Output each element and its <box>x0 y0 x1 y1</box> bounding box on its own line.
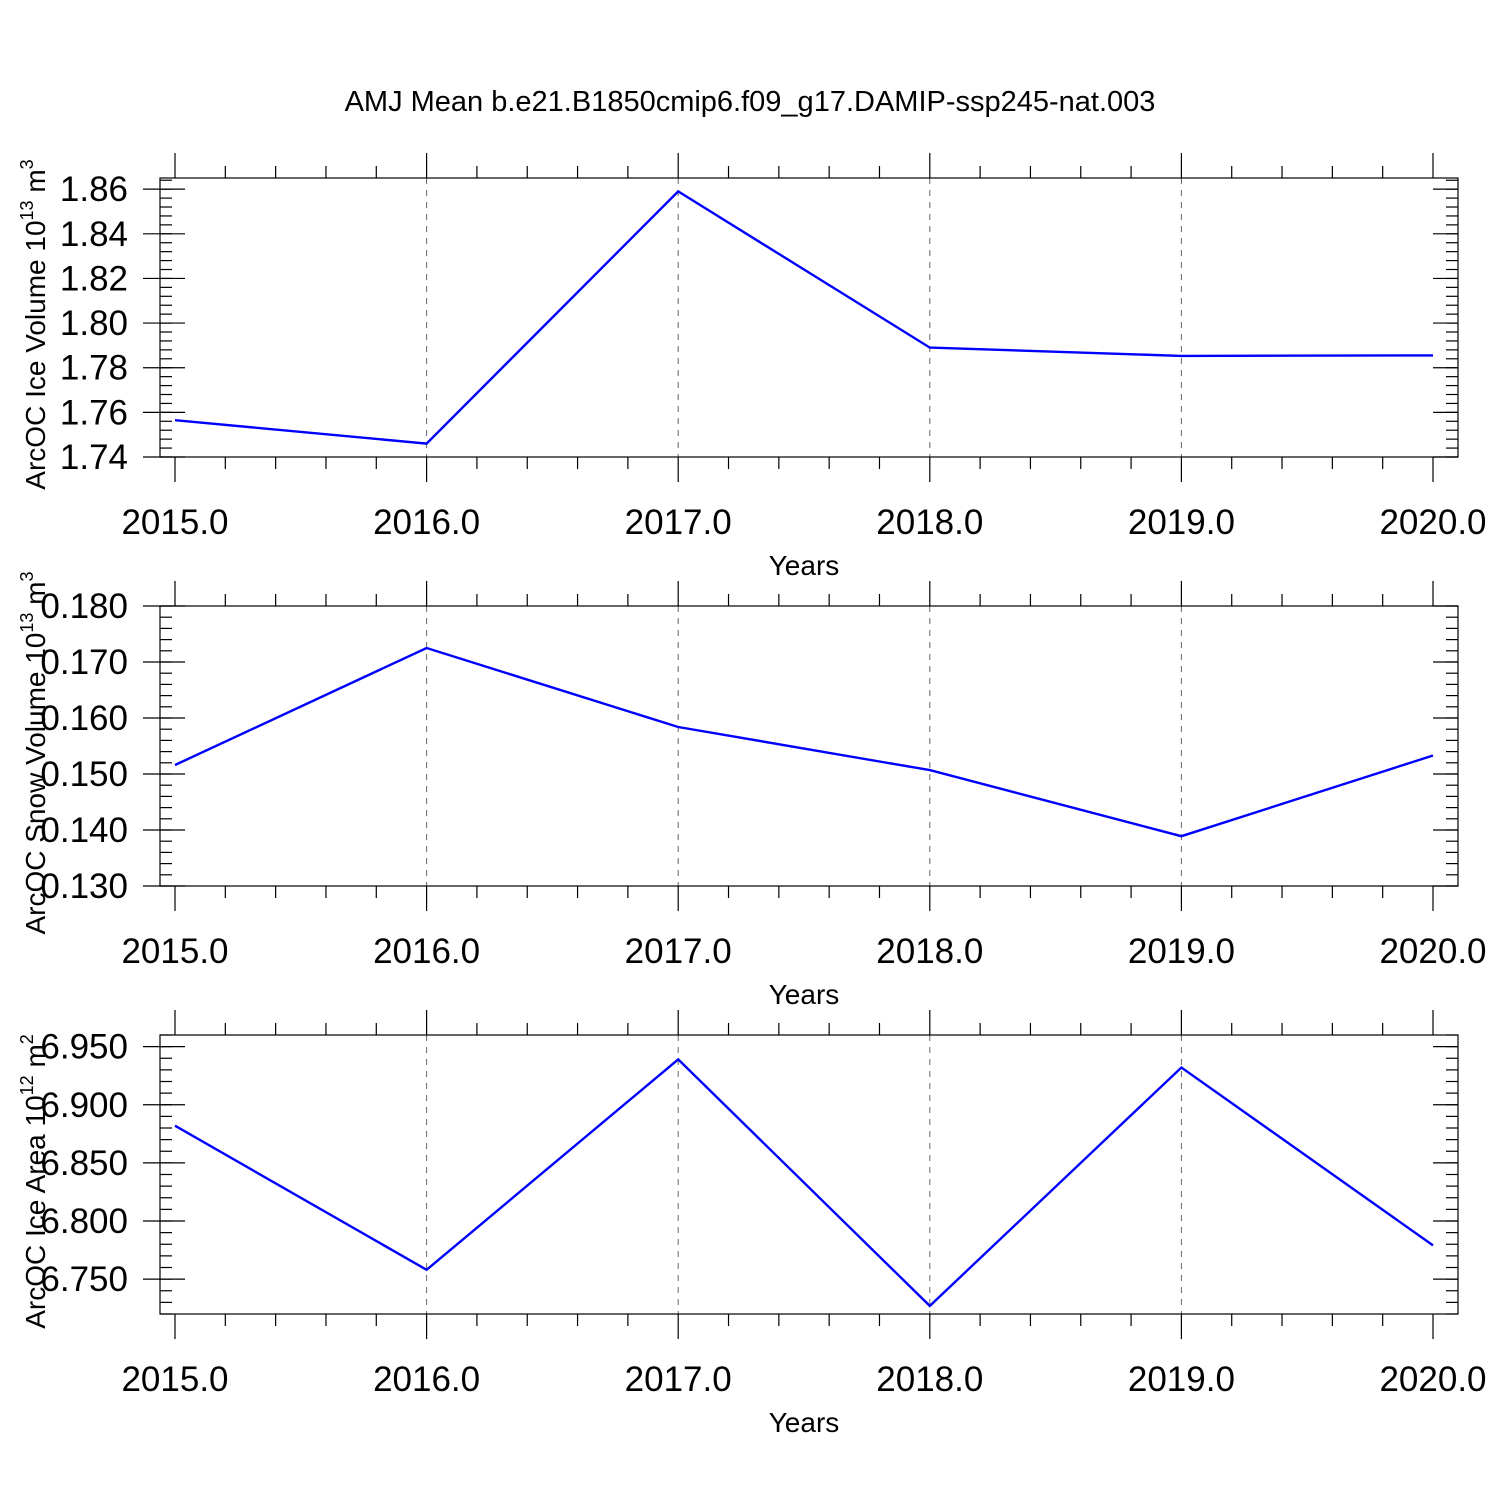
y-tick-label: 0.130 <box>40 867 128 906</box>
ice-volume-panel: 2015.0 2016.0 2017.0 2018.0 2019.0 2020.0 1.74… <box>17 153 1487 581</box>
x-tick-label: 2015.0 <box>121 932 228 971</box>
y-tick-label: 0.160 <box>40 699 128 738</box>
series-line <box>174 189 1434 445</box>
chart-title: AMJ Mean b.e21.B1850cmip6.f09_g17.DAMIP-… <box>345 86 1156 118</box>
x-tick-label: 2019.0 <box>1128 932 1235 971</box>
x-tick-label: 2016.0 <box>373 932 480 971</box>
x-tick-label: 2016.0 <box>373 503 480 542</box>
y-tick-label: 1.84 <box>60 215 128 254</box>
y-tick-label: 1.80 <box>60 304 128 343</box>
x-tick-label: 2020.0 <box>1379 1360 1486 1399</box>
y-tick-label: 0.180 <box>40 587 128 626</box>
y-tick-label: 6.800 <box>40 1202 128 1241</box>
y-axis-title: ArcOC Ice Area 1012 m2 <box>17 1034 51 1329</box>
x-axis-title: Years <box>769 979 840 1010</box>
x-tick-label: 2019.0 <box>1128 1360 1235 1399</box>
series-line <box>174 1057 1434 1308</box>
x-tick-label: 2018.0 <box>876 1360 983 1399</box>
ice-area-panel: 2015.0 2016.0 2017.0 2018.0 2019.0 2020.0 6.75… <box>17 1010 1487 1438</box>
y-tick-label: 1.86 <box>60 170 128 209</box>
plot-frame <box>159 177 1459 458</box>
y-tick-label: 6.950 <box>40 1028 128 1067</box>
y-tick-label: 1.82 <box>60 259 128 298</box>
x-axis-title: Years <box>769 1407 840 1438</box>
y-tick-label: 6.750 <box>40 1260 128 1299</box>
x-tick-label: 2020.0 <box>1379 932 1486 971</box>
x-axis-title: Years <box>769 550 840 581</box>
series-line <box>174 646 1434 838</box>
x-tick-label: 2018.0 <box>876 932 983 971</box>
x-tick-label: 2016.0 <box>373 1360 480 1399</box>
x-tick-label: 2015.0 <box>121 1360 228 1399</box>
y-tick-label: 0.170 <box>40 643 128 682</box>
y-axis-title: ArcOC Snow Volume 1013 m3 <box>17 571 51 934</box>
y-tick-label: 1.76 <box>60 393 128 432</box>
x-tick-label: 2020.0 <box>1379 503 1486 542</box>
y-tick-label: 1.78 <box>60 349 128 388</box>
y-tick-label: 1.74 <box>60 438 128 477</box>
x-tick-label: 2019.0 <box>1128 503 1235 542</box>
x-tick-label: 2017.0 <box>625 1360 732 1399</box>
plot-frame <box>159 605 1459 887</box>
y-tick-label: 6.900 <box>40 1086 128 1125</box>
y-axis-title: ArcOC Ice Volume 1013 m3 <box>17 159 51 489</box>
x-tick-label: 2017.0 <box>625 503 732 542</box>
x-tick-label: 2018.0 <box>876 503 983 542</box>
y-tick-label: 0.150 <box>40 755 128 794</box>
x-tick-label: 2017.0 <box>625 932 732 971</box>
x-tick-label: 2015.0 <box>121 503 228 542</box>
y-tick-label: 0.140 <box>40 811 128 850</box>
y-tick-label: 6.850 <box>40 1144 128 1183</box>
snow-volume-panel: 2015.0 2016.0 2017.0 2018.0 2019.0 2020.0 0.13… <box>17 571 1487 1010</box>
